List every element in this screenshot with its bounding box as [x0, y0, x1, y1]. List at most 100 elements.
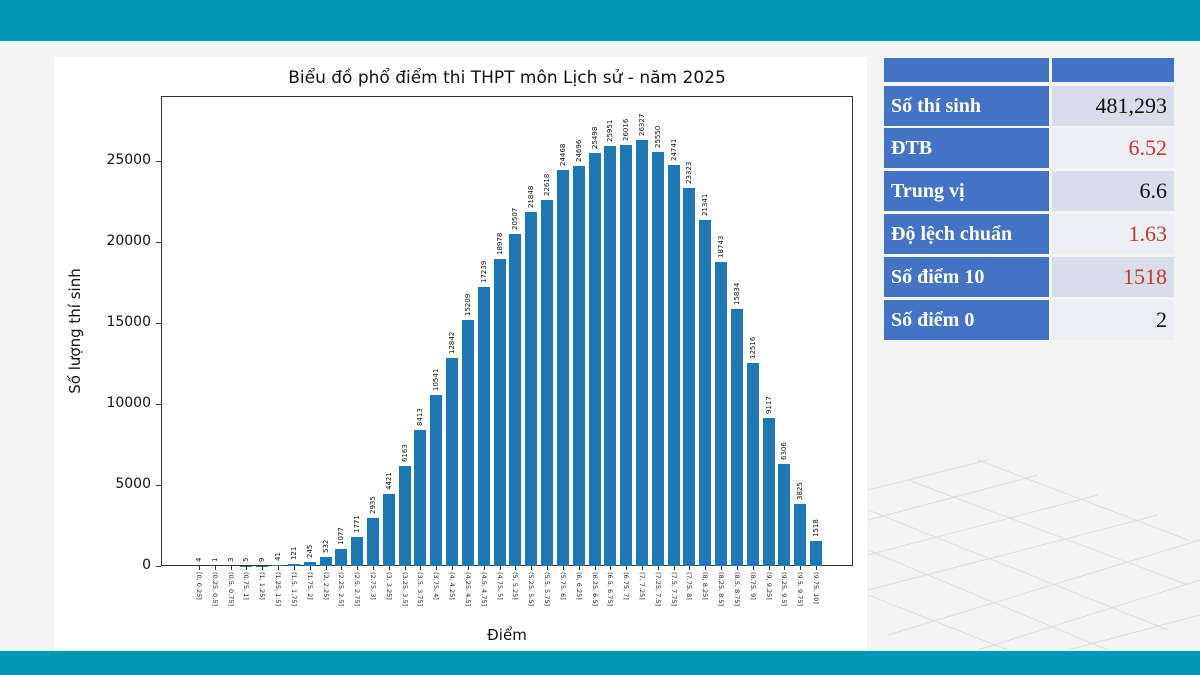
x-tick-label: (8, 8.25] — [701, 572, 710, 600]
x-tick-mark — [357, 566, 359, 570]
bar — [303, 562, 316, 566]
x-tick-label: (5, 5.25] — [511, 572, 520, 600]
x-tick-mark — [293, 566, 295, 570]
bar — [493, 258, 506, 566]
bar — [430, 395, 443, 566]
x-tick-mark — [420, 566, 422, 570]
x-tick-mark — [467, 566, 469, 570]
bar — [635, 139, 648, 566]
bar — [778, 463, 791, 566]
x-tick-label: (1.25, 1.5] — [274, 572, 283, 607]
bar-value-label: 1077 — [337, 526, 346, 545]
bar-value-label: 15209 — [463, 293, 472, 316]
bar-value-label: 18743 — [717, 236, 726, 259]
x-tick-mark — [800, 566, 802, 570]
bar-value-label: 532 — [321, 540, 330, 554]
x-tick-mark — [816, 566, 817, 570]
bar — [382, 494, 395, 566]
x-tick-label: (7.75, 8] — [685, 572, 694, 600]
y-tick-mark — [156, 566, 161, 567]
x-tick-label: (1.75, 2] — [305, 572, 314, 600]
x-tick-label: (4, 4.25] — [448, 572, 457, 600]
bar — [604, 145, 617, 566]
x-tick-label: (0.5, 0.75] — [226, 572, 235, 607]
x-tick-mark — [214, 566, 216, 570]
x-tick-label: (2, 2.25] — [321, 572, 330, 600]
x-tick-label: (6.5, 6.75] — [606, 572, 615, 607]
bar-value-label: 21848 — [527, 185, 536, 209]
x-tick-mark — [230, 566, 232, 570]
bar-value-label: 21341 — [701, 193, 710, 217]
x-tick-label: (2.5, 2.75] — [353, 572, 362, 607]
x-tick-label: (8.25, 8.5] — [717, 572, 726, 607]
x-tick-label: (9.5, 9.75] — [796, 572, 805, 607]
x-tick-label: (9.25, 9.5] — [780, 572, 789, 607]
x-tick-mark — [325, 566, 327, 570]
x-tick-label: (3.25, 3.5] — [400, 572, 409, 607]
x-tick-label: (3.75, 4] — [432, 572, 441, 600]
bar-value-label: 24468 — [558, 143, 567, 166]
x-tick-label: (6.75, 7] — [622, 572, 631, 600]
x-tick-mark — [594, 566, 596, 570]
bar — [541, 199, 554, 566]
x-tick-label: (3, 3.25] — [384, 572, 393, 600]
x-tick-label: (1.5, 1.75] — [289, 572, 298, 607]
bar — [699, 220, 712, 566]
bar — [446, 357, 459, 566]
x-tick-mark — [499, 566, 501, 570]
bar — [272, 565, 285, 566]
bar-value-label: 4 — [195, 557, 203, 562]
x-axis-label: Điểm — [487, 626, 527, 644]
bar — [572, 165, 585, 566]
bar-value-label: 1 — [210, 557, 219, 562]
x-tick-mark — [721, 566, 723, 570]
bar-value-label: 12516 — [748, 336, 757, 360]
bar — [414, 429, 427, 566]
x-tick-label: (6, 6.25] — [574, 572, 583, 600]
bar — [509, 233, 522, 566]
bar-value-label: 18978 — [495, 232, 504, 255]
x-tick-mark — [373, 566, 375, 570]
bar-value-label: 25550 — [653, 125, 662, 149]
bar-value-label: 6306 — [780, 442, 789, 460]
bar-value-label: 6163 — [400, 444, 409, 463]
x-tick-label: (7.5, 7.75] — [669, 572, 678, 607]
x-tick-mark — [199, 566, 200, 570]
x-tick-mark — [404, 566, 406, 570]
bar-value-label: 22618 — [543, 173, 552, 196]
x-tick-label: (2.25, 2.5] — [337, 572, 346, 607]
x-tick-mark — [784, 566, 786, 570]
x-tick-mark — [547, 566, 549, 570]
bar-value-label: 1771 — [353, 515, 362, 534]
x-tick-mark — [657, 566, 659, 570]
x-tick-mark — [515, 566, 517, 570]
x-tick-mark — [768, 566, 770, 570]
stat-value: 6.6 — [1052, 171, 1174, 211]
bar — [351, 537, 364, 566]
x-tick-mark — [341, 566, 343, 570]
x-tick-mark — [673, 566, 675, 570]
bar — [715, 262, 728, 566]
bar-value-label: 41 — [274, 552, 283, 562]
bar — [794, 504, 807, 566]
bar-value-label: 8413 — [416, 407, 425, 426]
bar-value-label: 24741 — [669, 138, 678, 162]
bar-value-label: 2935 — [369, 496, 378, 515]
x-tick-label: (8.5, 8.75] — [732, 572, 741, 607]
bar — [730, 309, 743, 566]
x-tick-label: (3.5, 3.75] — [416, 572, 425, 607]
bar — [525, 212, 538, 566]
x-tick-mark — [309, 566, 311, 570]
bar-value-label: 1518 — [812, 519, 820, 538]
x-tick-label: [0, 0.25] — [195, 572, 203, 600]
y-axis-label: Số lượng thí sinh — [66, 268, 84, 394]
y-tick-mark — [156, 485, 161, 486]
bar — [810, 541, 822, 566]
table-row: Số điểm 10 1518 — [884, 257, 1174, 297]
bar-value-label: 25951 — [606, 119, 615, 142]
bar — [746, 363, 759, 566]
x-tick-label: (5.75, 6] — [558, 572, 567, 600]
stat-label: Độ lệch chuẩn — [884, 214, 1049, 254]
table-row: Trung vị 6.6 — [884, 171, 1174, 211]
bar — [620, 144, 633, 566]
